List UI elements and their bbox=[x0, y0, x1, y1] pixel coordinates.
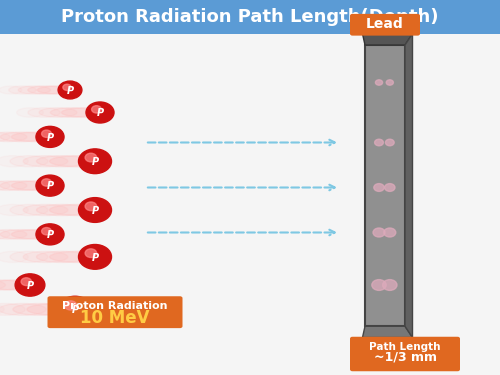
Text: ~1/3 mm: ~1/3 mm bbox=[374, 351, 436, 364]
Circle shape bbox=[21, 278, 32, 285]
Text: P: P bbox=[26, 281, 34, 291]
Ellipse shape bbox=[16, 108, 44, 117]
Ellipse shape bbox=[38, 86, 79, 94]
Ellipse shape bbox=[0, 230, 44, 239]
Ellipse shape bbox=[0, 156, 28, 167]
Ellipse shape bbox=[36, 204, 88, 216]
Circle shape bbox=[42, 179, 51, 186]
Ellipse shape bbox=[50, 108, 94, 117]
Text: P: P bbox=[92, 206, 98, 216]
Ellipse shape bbox=[12, 132, 60, 142]
Ellipse shape bbox=[0, 204, 28, 216]
Circle shape bbox=[386, 80, 394, 85]
Circle shape bbox=[64, 301, 77, 310]
Ellipse shape bbox=[0, 280, 41, 290]
Polygon shape bbox=[362, 326, 412, 338]
Text: Path Length: Path Length bbox=[369, 342, 441, 352]
Ellipse shape bbox=[0, 303, 46, 315]
Ellipse shape bbox=[36, 251, 88, 262]
Ellipse shape bbox=[23, 204, 68, 216]
Circle shape bbox=[86, 102, 114, 123]
FancyBboxPatch shape bbox=[48, 296, 182, 328]
Ellipse shape bbox=[39, 108, 77, 117]
Circle shape bbox=[42, 130, 51, 137]
Circle shape bbox=[85, 202, 96, 211]
FancyBboxPatch shape bbox=[365, 45, 405, 326]
Circle shape bbox=[374, 139, 384, 146]
Ellipse shape bbox=[0, 132, 44, 142]
Text: P: P bbox=[46, 230, 54, 240]
Circle shape bbox=[372, 280, 386, 290]
Circle shape bbox=[85, 153, 96, 162]
Circle shape bbox=[374, 184, 384, 191]
Polygon shape bbox=[405, 34, 412, 338]
Text: P: P bbox=[92, 157, 98, 167]
Text: P: P bbox=[96, 108, 103, 118]
Ellipse shape bbox=[36, 156, 88, 167]
Ellipse shape bbox=[10, 156, 48, 167]
Text: Lead: Lead bbox=[366, 17, 404, 32]
Ellipse shape bbox=[0, 303, 4, 315]
Ellipse shape bbox=[0, 280, 6, 290]
Ellipse shape bbox=[0, 230, 10, 239]
Ellipse shape bbox=[10, 204, 48, 216]
FancyBboxPatch shape bbox=[350, 14, 420, 36]
Circle shape bbox=[58, 296, 92, 322]
Circle shape bbox=[384, 184, 395, 191]
Circle shape bbox=[382, 280, 397, 290]
Text: Proton Radiation: Proton Radiation bbox=[62, 301, 168, 311]
Ellipse shape bbox=[13, 303, 67, 315]
Ellipse shape bbox=[0, 303, 25, 315]
Text: 10 MeV: 10 MeV bbox=[80, 309, 150, 327]
Ellipse shape bbox=[50, 156, 108, 167]
Ellipse shape bbox=[12, 181, 60, 190]
Circle shape bbox=[92, 106, 102, 113]
Ellipse shape bbox=[8, 86, 36, 94]
Text: P: P bbox=[46, 133, 54, 142]
Text: P: P bbox=[72, 305, 78, 315]
Circle shape bbox=[63, 84, 71, 90]
Ellipse shape bbox=[28, 108, 60, 117]
Circle shape bbox=[85, 249, 96, 258]
Ellipse shape bbox=[0, 280, 24, 290]
Polygon shape bbox=[362, 34, 412, 45]
Circle shape bbox=[373, 228, 385, 237]
Circle shape bbox=[78, 149, 112, 174]
Ellipse shape bbox=[28, 86, 64, 94]
Ellipse shape bbox=[23, 156, 68, 167]
Ellipse shape bbox=[23, 251, 68, 262]
Circle shape bbox=[42, 228, 51, 235]
Circle shape bbox=[36, 175, 64, 196]
Ellipse shape bbox=[0, 181, 27, 190]
Ellipse shape bbox=[0, 86, 22, 94]
FancyBboxPatch shape bbox=[350, 337, 460, 371]
Circle shape bbox=[15, 274, 45, 296]
Ellipse shape bbox=[0, 230, 27, 239]
Circle shape bbox=[58, 81, 82, 99]
Ellipse shape bbox=[50, 204, 108, 216]
Circle shape bbox=[386, 139, 394, 146]
Ellipse shape bbox=[10, 251, 48, 262]
Text: P: P bbox=[92, 253, 98, 262]
Text: P: P bbox=[66, 86, 73, 96]
Ellipse shape bbox=[62, 108, 110, 117]
Ellipse shape bbox=[27, 303, 88, 315]
Ellipse shape bbox=[0, 251, 28, 262]
Circle shape bbox=[78, 198, 112, 222]
Ellipse shape bbox=[12, 230, 60, 239]
Circle shape bbox=[384, 228, 396, 237]
FancyBboxPatch shape bbox=[0, 0, 500, 34]
Circle shape bbox=[36, 126, 64, 147]
Ellipse shape bbox=[0, 132, 10, 142]
Circle shape bbox=[36, 224, 64, 245]
Ellipse shape bbox=[0, 181, 44, 190]
Text: Proton Radiation Path Length(Depth): Proton Radiation Path Length(Depth) bbox=[61, 8, 439, 26]
Ellipse shape bbox=[50, 251, 108, 262]
Ellipse shape bbox=[0, 181, 10, 190]
Circle shape bbox=[78, 244, 112, 269]
Ellipse shape bbox=[18, 86, 50, 94]
Ellipse shape bbox=[0, 132, 27, 142]
Circle shape bbox=[376, 80, 382, 85]
Text: P: P bbox=[46, 182, 54, 191]
